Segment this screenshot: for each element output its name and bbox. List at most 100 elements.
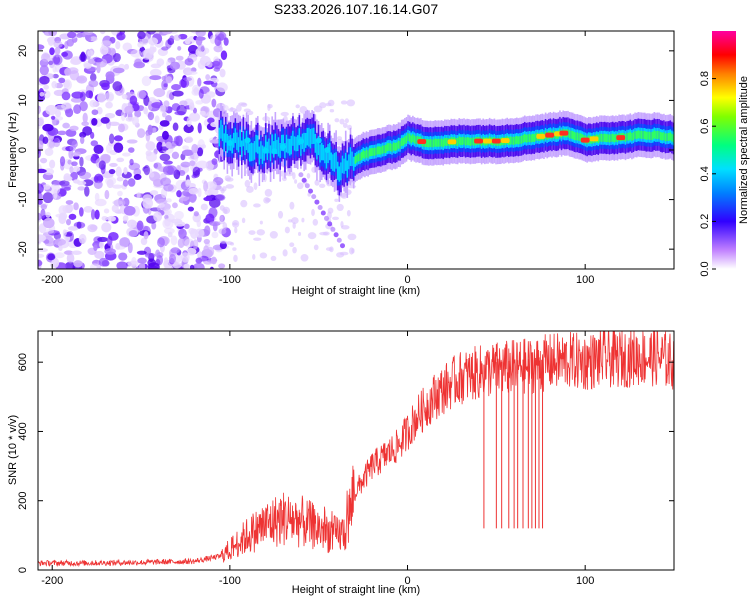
snr-frame — [37, 330, 675, 571]
heatmap-ridge-cell — [659, 132, 662, 140]
heatmap-noise-blob — [59, 212, 68, 220]
heatmap-noise-blob — [161, 111, 167, 118]
heatmap-ridge-cell — [367, 150, 369, 159]
heatmap-ridge-cell — [648, 131, 651, 140]
heatmap-ridge-cell — [570, 130, 572, 139]
heatmap-noise-blob — [131, 103, 140, 112]
heatmap-ridge-cell — [397, 140, 400, 149]
heatmap-noise-blob — [71, 161, 78, 167]
heatmap-ridge-cell — [515, 135, 518, 144]
heatmap-noise-blob — [177, 46, 182, 51]
spectrogram-y-tick-label: -10 — [17, 192, 29, 208]
heatmap-ridge-cell — [351, 151, 353, 167]
heatmap-noise-blob — [172, 202, 178, 209]
heatmap-ridge-cell — [672, 134, 674, 143]
heatmap-ridge-cell — [442, 139, 445, 148]
heatmap-noise-blob — [214, 31, 221, 35]
heatmap-noise-blob — [269, 230, 278, 239]
heatmap-ridge-cell — [464, 137, 467, 146]
heatmap-ridge-cell — [571, 130, 574, 139]
heatmap-noise-blob — [38, 112, 39, 114]
heatmap-noise-blob — [99, 31, 106, 35]
heatmap-ridge-cell — [314, 133, 317, 153]
heatmap-noise-blob — [163, 160, 173, 165]
heatmap-ridge-cell — [428, 139, 430, 148]
heatmap-ridge-cell — [436, 138, 438, 147]
heatmap-noise-blob — [297, 182, 304, 190]
heatmap-noise-blob — [212, 60, 221, 67]
heatmap-noise-blob — [99, 240, 105, 249]
heatmap-noise-blob — [252, 254, 256, 260]
heatmap-noise-blob — [351, 248, 355, 254]
heatmap-noise-blob — [153, 211, 163, 222]
heatmap-ridge-cell — [568, 130, 571, 139]
heatmap-noise-blob — [43, 31, 54, 36]
heatmap-noise-blob — [98, 257, 109, 267]
heatmap-noise-blob — [93, 175, 99, 183]
spectrogram-y-tick-label: -20 — [17, 241, 29, 257]
heatmap-noise-blob — [198, 88, 204, 99]
heatmap-noise-blob — [108, 133, 115, 144]
heatmap-noise-blob — [172, 90, 184, 97]
heatmap-noise-blob — [128, 230, 138, 237]
heatmap-noise-blob — [143, 107, 148, 115]
heatmap-noise-blob — [97, 236, 109, 243]
heatmap-ridge-cell — [533, 134, 536, 143]
heatmap-noise-blob — [43, 168, 55, 176]
heatmap-ridge-cell — [674, 122, 676, 154]
heatmap-noise-blob — [127, 242, 133, 254]
heatmap-noise-blob — [165, 76, 173, 84]
heatmap-noise-blob — [160, 146, 169, 151]
heatmap-ridge-cell — [512, 136, 515, 145]
spectrogram-y-label: Frequency (Hz) — [7, 112, 19, 188]
heatmap-noise-blob — [153, 87, 166, 98]
heatmap-noise-blob — [105, 176, 117, 186]
heatmap-ridge-cell — [469, 138, 472, 146]
heatmap-ridge-cell — [517, 136, 520, 145]
heatmap-ridge-cell — [405, 135, 408, 144]
heatmap-ridge-cell — [611, 133, 614, 142]
heatmap-noise-blob — [40, 208, 46, 219]
heatmap-noise-blob — [40, 53, 51, 62]
heatmap-noise-blob — [188, 112, 201, 122]
heatmap-noise-blob — [49, 47, 55, 56]
heatmap-noise-blob — [148, 270, 153, 276]
heatmap-ridge-cell — [263, 146, 265, 161]
heatmap-ridge-cell — [531, 133, 534, 142]
heatmap-ridge-cell — [348, 154, 350, 170]
heatmap-noise-blob — [236, 104, 242, 112]
heatmap-noise-blob — [68, 149, 74, 159]
heatmap-noise-blob — [122, 42, 133, 52]
heatmap-noise-blob — [38, 143, 39, 146]
heatmap-ridge-cell — [674, 134, 676, 142]
heatmap-noise-blob — [136, 90, 147, 99]
heatmap-noise-blob — [89, 99, 97, 108]
heatmap-noise-blob — [122, 152, 131, 157]
heatmap-ridge-cell — [338, 166, 341, 182]
heatmap-noise-blob — [64, 261, 76, 269]
heatmap-ridge-cell — [354, 155, 357, 164]
heatmap-noise-blob — [105, 144, 113, 154]
heatmap-noise-blob — [117, 190, 123, 197]
heatmap-ridge-cell — [247, 138, 249, 153]
heatmap-noise-blob — [94, 192, 100, 202]
heatmap-noise-blob — [89, 36, 98, 42]
heatmap-noise-blob — [342, 122, 348, 129]
heatmap-noise-blob — [64, 40, 69, 50]
heatmap-noise-blob — [218, 228, 227, 235]
colorbar-ticks: 0.0 0.2 0.4 0.6 0.8 — [699, 71, 716, 277]
heatmap-ridge-cell — [624, 133, 627, 142]
heatmap-ridge-cell — [511, 136, 513, 145]
heatmap-noise-blob — [187, 206, 195, 212]
heatmap-noise-blob — [329, 109, 335, 113]
heatmap-noise-blob — [183, 263, 190, 269]
spectrogram-x-tick-label: -100 — [219, 274, 241, 286]
heatmap-noise-blob — [209, 139, 221, 144]
heatmap-noise-blob — [170, 235, 178, 246]
heatmap-ridge-cell — [667, 133, 670, 141]
heatmap-noise-blob — [142, 197, 154, 209]
heatmap-noise-blob — [88, 79, 99, 88]
heatmap-noise-blob — [143, 95, 150, 107]
heatmap-ridge-cell — [676, 126, 678, 148]
heatmap-peak-cell — [545, 132, 555, 138]
